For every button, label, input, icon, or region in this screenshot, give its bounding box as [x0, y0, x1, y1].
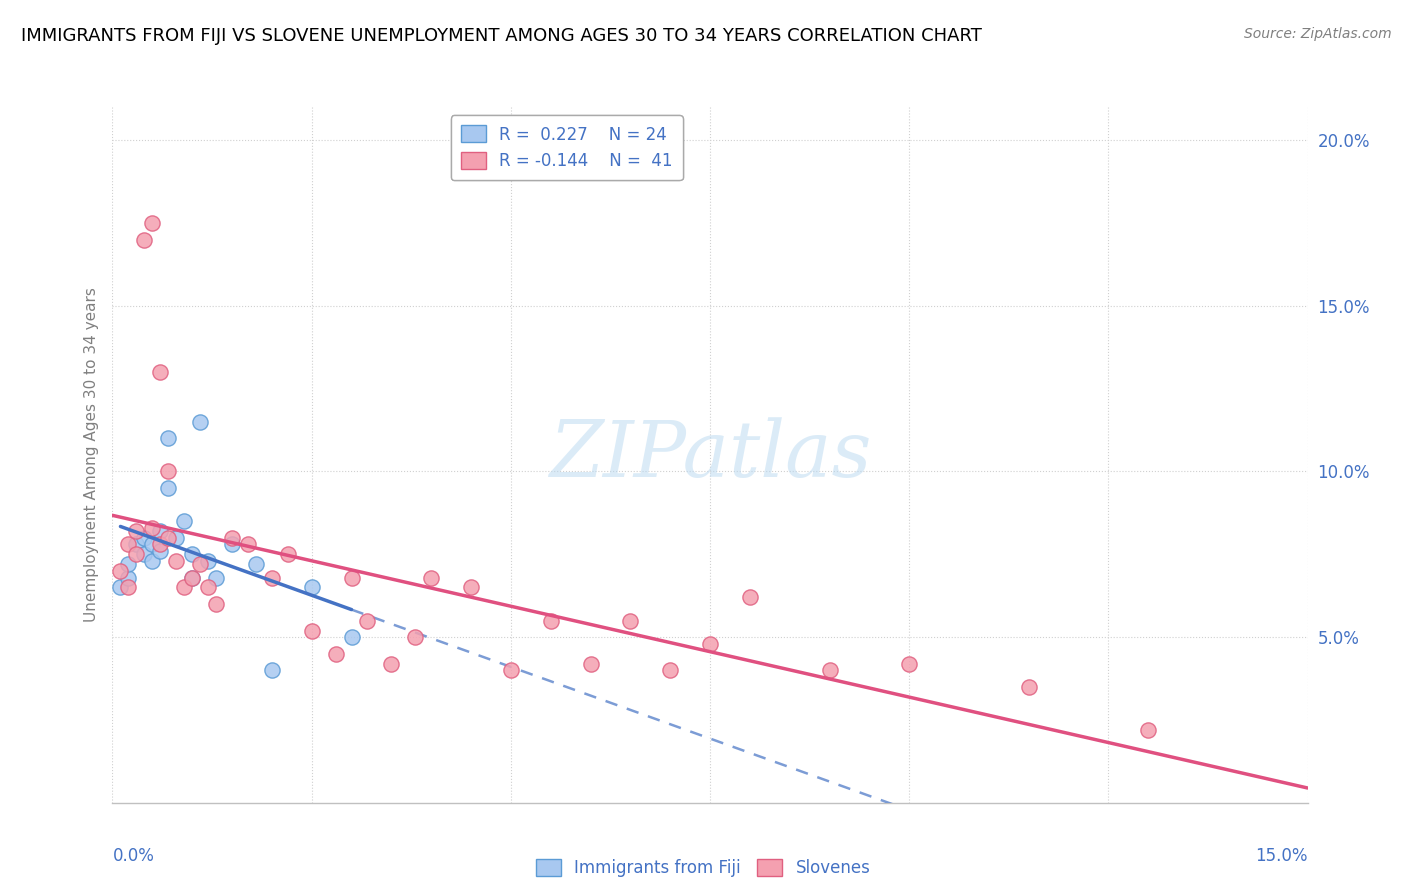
Point: [460, 581, 482, 595]
Point: [141, 216, 163, 230]
Point: [325, 647, 347, 661]
Point: [157, 531, 180, 545]
Point: [188, 415, 211, 429]
Point: [205, 597, 228, 611]
Point: [197, 581, 219, 595]
Point: [149, 544, 172, 558]
Point: [659, 663, 682, 677]
Point: [221, 537, 243, 551]
Point: [260, 663, 283, 677]
Point: [110, 564, 132, 578]
Point: [404, 630, 426, 644]
Point: [181, 570, 204, 584]
Point: [125, 547, 148, 561]
Point: [141, 521, 163, 535]
Point: [205, 570, 228, 584]
Point: [277, 547, 299, 561]
Point: [181, 570, 204, 584]
Text: Source: ZipAtlas.com: Source: ZipAtlas.com: [1244, 27, 1392, 41]
Point: [141, 537, 163, 551]
Point: [340, 570, 363, 584]
Point: [149, 524, 172, 538]
Point: [173, 514, 195, 528]
Point: [699, 637, 721, 651]
Point: [197, 554, 219, 568]
Point: [340, 630, 363, 644]
Legend: Immigrants from Fiji, Slovenes: Immigrants from Fiji, Slovenes: [529, 852, 877, 884]
Point: [165, 531, 187, 545]
Point: [236, 537, 259, 551]
Point: [157, 481, 180, 495]
Point: [117, 558, 139, 572]
Point: [125, 537, 148, 551]
Text: IMMIGRANTS FROM FIJI VS SLOVENE UNEMPLOYMENT AMONG AGES 30 TO 34 YEARS CORRELATI: IMMIGRANTS FROM FIJI VS SLOVENE UNEMPLOY…: [21, 27, 981, 45]
Point: [149, 537, 172, 551]
Point: [221, 531, 243, 545]
Point: [301, 581, 323, 595]
Point: [149, 365, 172, 379]
Point: [356, 614, 378, 628]
Point: [117, 537, 139, 551]
Text: ZIPatlas: ZIPatlas: [548, 417, 872, 493]
Point: [818, 663, 841, 677]
Point: [619, 614, 641, 628]
Point: [188, 558, 211, 572]
Point: [260, 570, 283, 584]
Point: [738, 591, 761, 605]
Point: [117, 581, 139, 595]
Point: [110, 581, 132, 595]
Point: [1018, 680, 1040, 694]
Point: [134, 233, 156, 247]
Point: [380, 657, 402, 671]
Point: [420, 570, 443, 584]
Point: [1137, 723, 1160, 737]
Point: [134, 531, 156, 545]
Point: [540, 614, 562, 628]
Legend: R =  0.227    N = 24, R = -0.144    N =  41: R = 0.227 N = 24, R = -0.144 N = 41: [451, 115, 682, 180]
Point: [499, 663, 522, 677]
Point: [173, 581, 195, 595]
Point: [157, 431, 180, 445]
Point: [141, 554, 163, 568]
Point: [898, 657, 921, 671]
Point: [134, 547, 156, 561]
Point: [165, 554, 187, 568]
Point: [117, 570, 139, 584]
Text: 0.0%: 0.0%: [112, 847, 155, 865]
Y-axis label: Unemployment Among Ages 30 to 34 years: Unemployment Among Ages 30 to 34 years: [83, 287, 98, 623]
Point: [125, 524, 148, 538]
Text: 15.0%: 15.0%: [1256, 847, 1308, 865]
Point: [245, 558, 267, 572]
Point: [181, 547, 204, 561]
Point: [157, 465, 180, 479]
Point: [301, 624, 323, 638]
Point: [579, 657, 602, 671]
